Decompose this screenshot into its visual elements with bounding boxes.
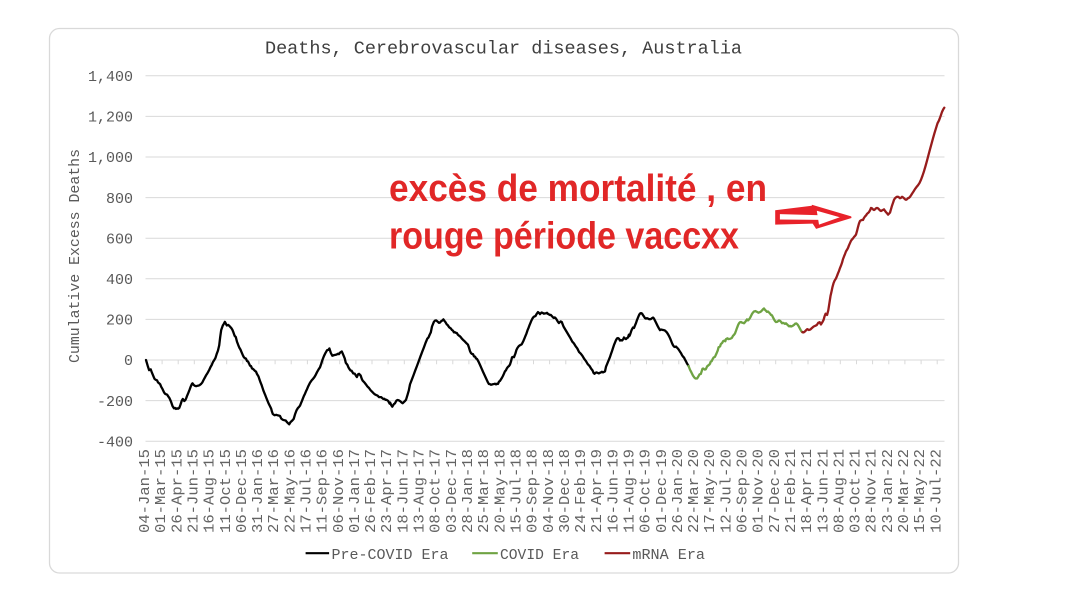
- svg-text:06-Dec-15: 06-Dec-15: [235, 449, 251, 533]
- svg-text:0: 0: [124, 353, 133, 370]
- svg-text:11-Oct-15: 11-Oct-15: [219, 449, 235, 533]
- svg-text:06-Nov-16: 06-Nov-16: [332, 449, 348, 533]
- svg-text:27-Mar-16: 27-Mar-16: [267, 449, 283, 533]
- svg-text:08-Oct-17: 08-Oct-17: [429, 449, 445, 533]
- svg-text:-400: -400: [97, 434, 133, 451]
- svg-text:26-Feb-17: 26-Feb-17: [364, 449, 380, 533]
- svg-text:21-Jun-15: 21-Jun-15: [186, 449, 202, 533]
- svg-text:01-Nov-20: 01-Nov-20: [752, 449, 768, 533]
- svg-text:21-Apr-19: 21-Apr-19: [590, 449, 606, 533]
- svg-text:25-Mar-18: 25-Mar-18: [477, 449, 493, 533]
- svg-text:09-Sep-18: 09-Sep-18: [526, 449, 542, 533]
- svg-text:23-Jan-22: 23-Jan-22: [881, 449, 897, 533]
- svg-text:10-Jul-22: 10-Jul-22: [929, 449, 945, 533]
- svg-text:03-Oct-21: 03-Oct-21: [849, 449, 865, 533]
- svg-text:13-Aug-17: 13-Aug-17: [413, 449, 429, 533]
- svg-text:04-Nov-18: 04-Nov-18: [542, 449, 558, 533]
- svg-text:rouge période vaccxx: rouge période vaccxx: [389, 216, 739, 258]
- svg-text:1,000: 1,000: [88, 150, 133, 167]
- svg-text:17-May-20: 17-May-20: [703, 449, 719, 533]
- svg-text:22-Mar-20: 22-Mar-20: [687, 449, 703, 533]
- svg-text:11-Aug-19: 11-Aug-19: [623, 449, 639, 533]
- svg-text:23-Apr-17: 23-Apr-17: [380, 449, 396, 533]
- svg-text:600: 600: [106, 231, 133, 248]
- svg-text:11-Sep-16: 11-Sep-16: [316, 449, 332, 533]
- svg-text:Deaths, Cerebrovascular diseas: Deaths, Cerebrovascular diseases, Austra…: [265, 39, 742, 60]
- svg-text:22-May-16: 22-May-16: [283, 449, 299, 533]
- svg-text:excès de mortalité , en: excès de mortalité , en: [389, 168, 767, 210]
- svg-text:1,200: 1,200: [88, 110, 133, 127]
- svg-text:20-Mar-22: 20-Mar-22: [897, 449, 913, 533]
- svg-text:18-Jun-17: 18-Jun-17: [396, 449, 412, 533]
- svg-text:200: 200: [106, 313, 133, 330]
- svg-text:20-May-18: 20-May-18: [493, 449, 509, 533]
- svg-text:26-Apr-15: 26-Apr-15: [170, 449, 186, 533]
- svg-text:800: 800: [106, 191, 133, 208]
- svg-text:18-Apr-21: 18-Apr-21: [800, 449, 816, 533]
- svg-text:04-Jan-15: 04-Jan-15: [138, 449, 154, 533]
- svg-text:27-Dec-20: 27-Dec-20: [768, 449, 784, 533]
- svg-text:24-Feb-19: 24-Feb-19: [574, 449, 590, 533]
- svg-text:Cumulative Excess Deaths: Cumulative Excess Deaths: [68, 149, 84, 363]
- svg-text:08-Aug-21: 08-Aug-21: [832, 449, 848, 533]
- svg-text:15-May-22: 15-May-22: [913, 449, 929, 533]
- svg-text:13-Jun-21: 13-Jun-21: [816, 449, 832, 533]
- svg-text:01-Mar-15: 01-Mar-15: [154, 449, 170, 533]
- svg-text:15-Jul-18: 15-Jul-18: [510, 449, 526, 533]
- svg-text:03-Dec-17: 03-Dec-17: [445, 449, 461, 533]
- svg-text:-200: -200: [97, 394, 133, 411]
- svg-text:01-Dec-19: 01-Dec-19: [655, 449, 671, 533]
- svg-text:31-Jan-16: 31-Jan-16: [251, 449, 267, 533]
- svg-text:16-Jun-19: 16-Jun-19: [606, 449, 622, 533]
- svg-text:12-Jul-20: 12-Jul-20: [719, 449, 735, 533]
- svg-text:28-Jan-18: 28-Jan-18: [461, 449, 477, 533]
- svg-text:01-Jan-17: 01-Jan-17: [348, 449, 364, 533]
- svg-text:06-Oct-19: 06-Oct-19: [639, 449, 655, 533]
- svg-text:1,400: 1,400: [88, 69, 133, 86]
- svg-text:400: 400: [106, 272, 133, 289]
- svg-text:16-Aug-15: 16-Aug-15: [203, 449, 219, 533]
- svg-text:28-Nov-21: 28-Nov-21: [865, 449, 881, 533]
- svg-text:Pre-COVID Era: Pre-COVID Era: [332, 547, 449, 564]
- svg-text:26-Jan-20: 26-Jan-20: [671, 449, 687, 533]
- svg-text:30-Dec-18: 30-Dec-18: [558, 449, 574, 533]
- svg-text:17-Jul-16: 17-Jul-16: [300, 449, 316, 533]
- svg-text:06-Sep-20: 06-Sep-20: [736, 449, 752, 533]
- svg-text:COVID Era: COVID Era: [500, 547, 579, 564]
- svg-text:21-Feb-21: 21-Feb-21: [784, 449, 800, 533]
- svg-text:mRNA Era: mRNA Era: [632, 547, 705, 564]
